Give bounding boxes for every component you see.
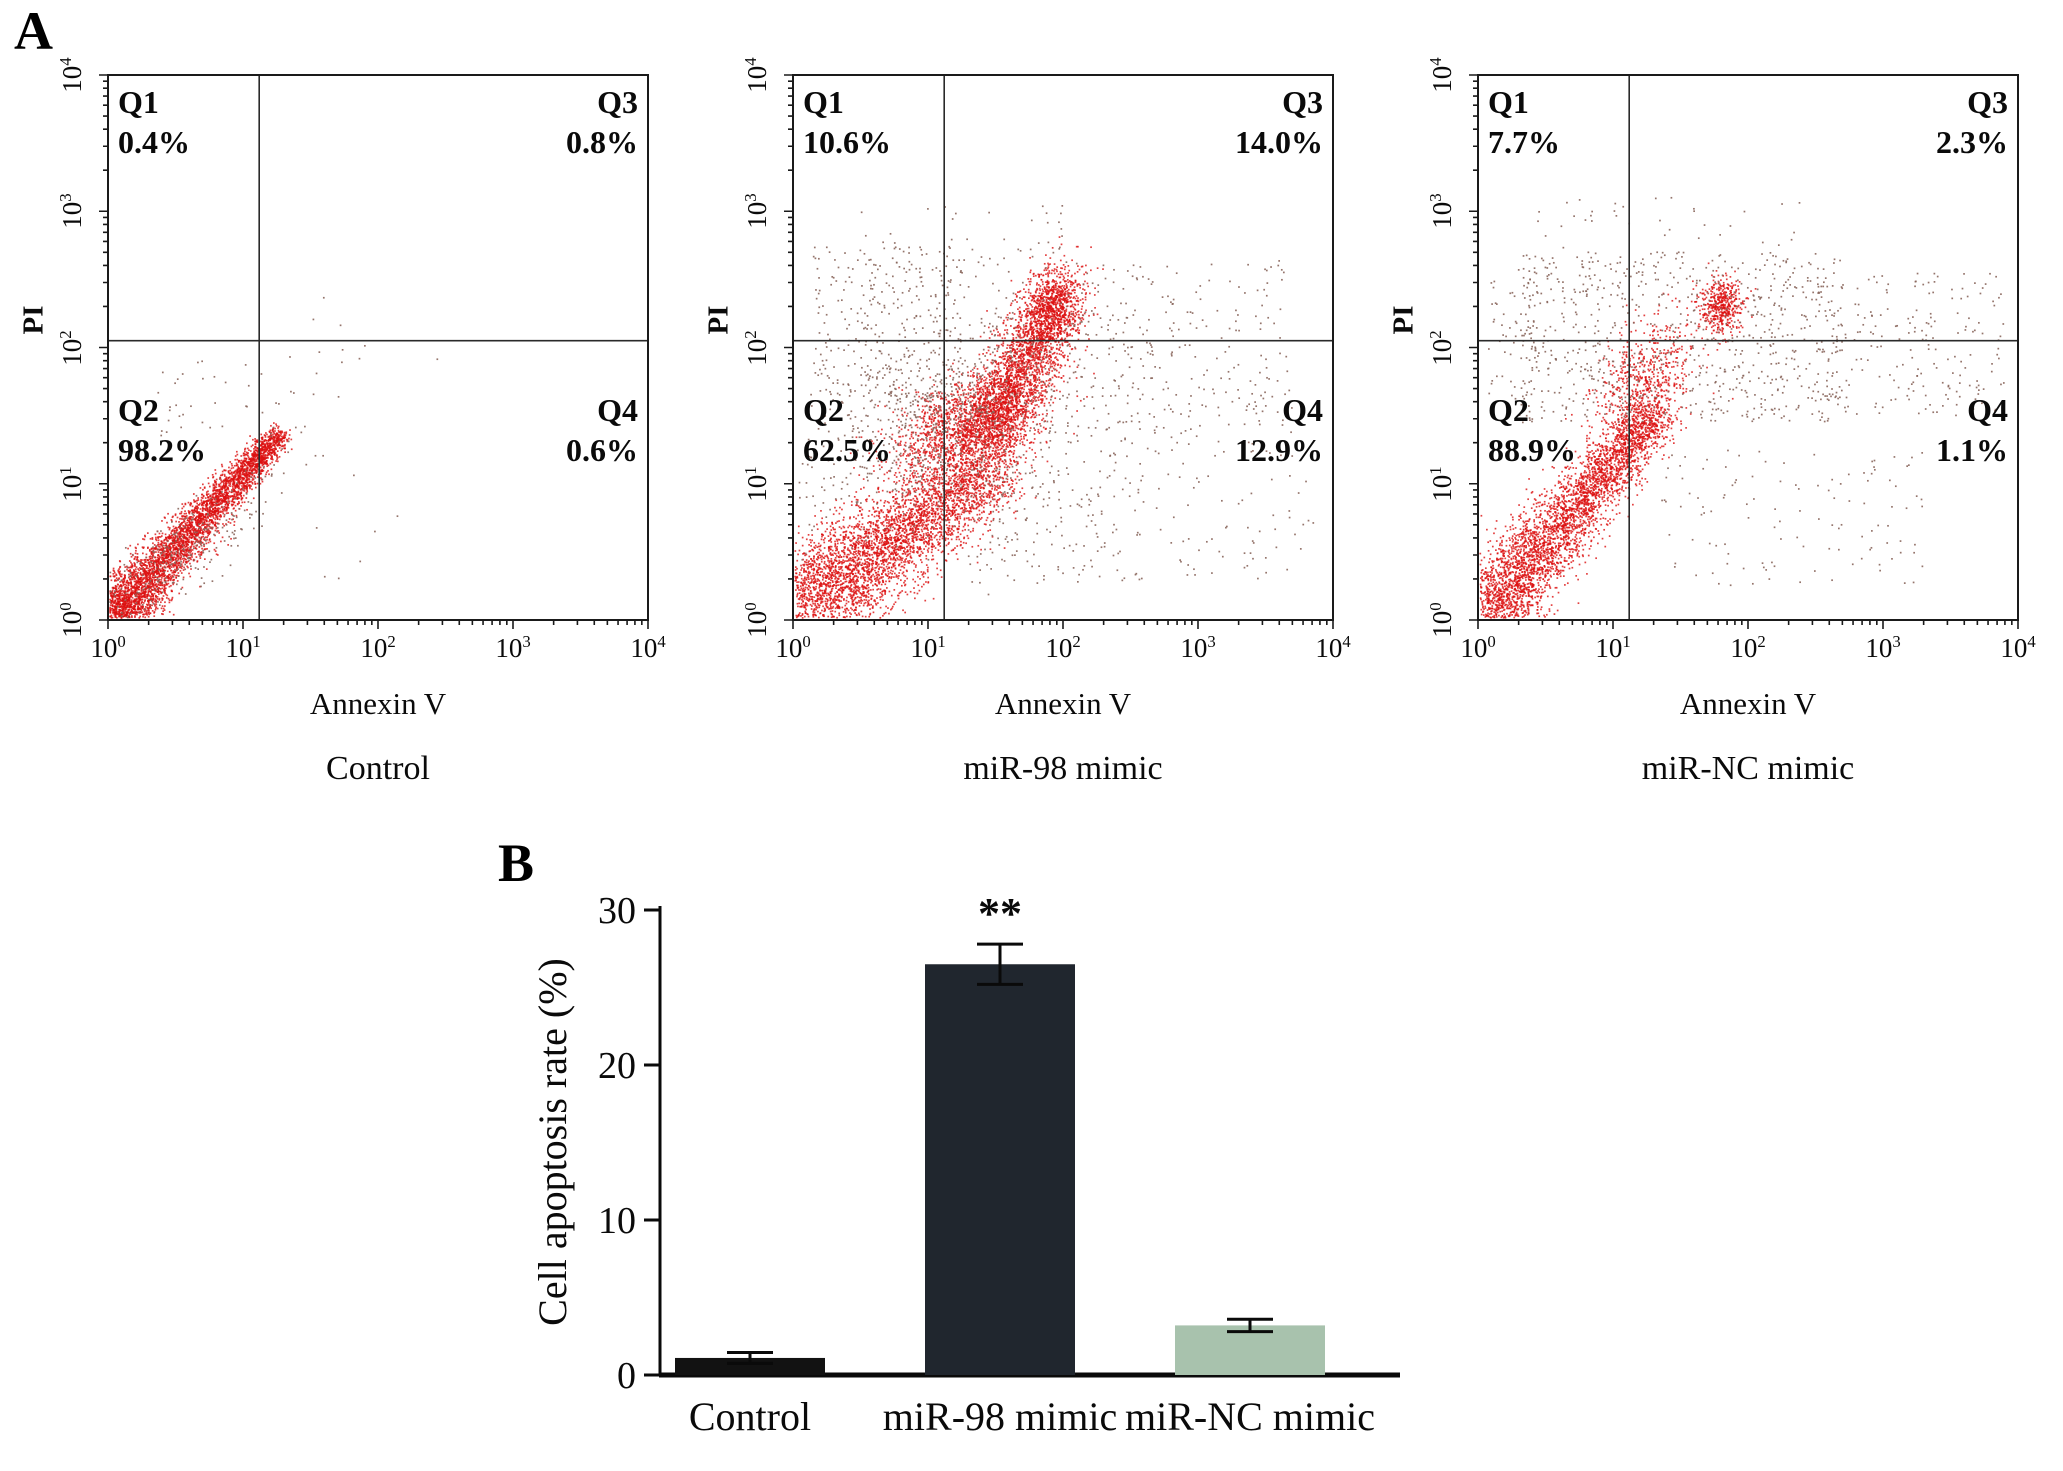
quadrant-q1: Q1 10.6% [803,82,891,162]
y-axis-title: PI [702,305,735,335]
x-tick-label: 103 [1865,632,1901,663]
x-tick-label: 102 [1045,632,1081,663]
y-tick-label: 103 [56,193,87,229]
quadrant-q2: Q2 88.9% [1488,390,1576,470]
x-tick-label: 103 [495,632,531,663]
y-tick-label: 102 [741,329,772,366]
quadrant-q4-value: 0.6% [566,432,638,468]
bar-category-label: miR-NC mimic [1125,1394,1375,1439]
quadrant-q3: Q3 2.3% [1936,82,2008,162]
bar-y-tick-label: 20 [598,1045,636,1087]
x-tick-label: 102 [360,632,396,663]
bar-y-tick-label: 30 [598,890,636,932]
flow-plot-title: miR-NC mimic [1641,750,1855,787]
quadrant-q1-value: 0.4% [118,124,190,160]
y-axis-title: PI [17,305,50,335]
quadrant-q4: Q4 1.1% [1936,390,2008,470]
quadrant-q1-label: Q1 [1488,84,1529,120]
quadrant-q4: Q4 0.6% [566,390,638,470]
flow-plot-title: miR-98 mimic [963,750,1163,787]
quadrant-q1-label: Q1 [803,84,844,120]
quadrant-q3: Q3 0.8% [566,82,638,162]
x-axis-title: Annexin V [994,686,1132,721]
quadrant-q3-value: 14.0% [1235,124,1323,160]
y-tick-label: 100 [1426,602,1457,638]
flow-plot-title: Control [326,750,430,787]
quadrant-q2: Q2 98.2% [118,390,206,470]
flow-scatter-canvas [8,50,668,795]
x-axis-title: Annexin V [1679,686,1817,721]
y-tick-label: 104 [56,57,87,93]
quadrant-q4-value: 12.9% [1235,432,1323,468]
significance-marker: ** [978,889,1022,938]
x-tick-label: 104 [630,632,666,663]
quadrant-q4-value: 1.1% [1936,432,2008,468]
bar-category-label: Control [689,1394,811,1439]
y-tick-label: 104 [1426,57,1457,93]
y-tick-label: 101 [1426,466,1457,502]
x-tick-label: 100 [775,632,811,663]
quadrant-q2-value: 62.5% [803,432,891,468]
flow-plot: Q1 10.6% Q3 14.0% Q2 62.5% Q4 12.9% 100 1… [693,50,1353,795]
quadrant-q2-label: Q2 [1488,392,1529,428]
quadrant-q3-label: Q3 [1282,84,1323,120]
apoptosis-bar-chart: 0 10 20 30 Cell apoptosis rate (%) Control miR… [530,889,1400,1439]
bar-0 [675,1357,825,1375]
x-tick-label: 101 [225,632,261,663]
x-axis-title: Annexin V [309,686,447,721]
x-tick-label: 101 [1595,632,1631,663]
quadrant-q4: Q4 12.9% [1235,390,1323,470]
x-tick-label: 104 [2000,632,2036,663]
x-tick-label: 102 [1730,632,1766,663]
flow-plot: Q1 7.7% Q3 2.3% Q2 88.9% Q4 1.1% 100 101 1… [1378,50,2038,795]
quadrant-q2: Q2 62.5% [803,390,891,470]
quadrant-q2-value: 98.2% [118,432,206,468]
x-tick-label: 100 [1460,632,1496,663]
bar-category-label: miR-98 mimic [883,1394,1117,1439]
quadrant-q3: Q3 14.0% [1235,82,1323,162]
bar-y-tick-label: 10 [598,1200,636,1242]
y-tick-label: 103 [741,193,772,229]
y-tick-label: 101 [56,466,87,502]
y-tick-label: 102 [1426,329,1457,366]
flow-plot: Q1 0.4% Q3 0.8% Q2 98.2% Q4 0.6% 100 101 1… [8,50,668,795]
y-tick-label: 103 [1426,193,1457,229]
bar-y-axis-title: Cell apoptosis rate (%) [530,958,575,1326]
y-tick-label: 101 [741,466,772,502]
quadrant-q1-value: 7.7% [1488,124,1560,160]
quadrant-q3-value: 2.3% [1936,124,2008,160]
panel-b-label: B [498,833,535,893]
quadrant-q1: Q1 0.4% [118,82,190,162]
flow-scatter-canvas [693,50,1353,795]
x-tick-label: 104 [1315,632,1351,663]
x-tick-label: 100 [90,632,126,663]
quadrant-q3-label: Q3 [597,84,638,120]
x-tick-label: 103 [1180,632,1216,663]
quadrant-q4-label: Q4 [1282,392,1323,428]
quadrant-q4-label: Q4 [1967,392,2008,428]
y-tick-label: 102 [56,329,87,366]
flow-scatter-canvas [1378,50,2038,795]
bar-2 [1175,1325,1325,1375]
quadrant-q4-label: Q4 [597,392,638,428]
quadrant-q1: Q1 7.7% [1488,82,1560,162]
y-tick-label: 100 [741,602,772,638]
quadrant-q3-value: 0.8% [566,124,638,160]
quadrant-q2-label: Q2 [118,392,159,428]
quadrant-q2-label: Q2 [803,392,844,428]
y-tick-label: 100 [56,602,87,638]
flow-plots-row: Q1 0.4% Q3 0.8% Q2 98.2% Q4 0.6% 100 101 1… [8,50,2038,795]
quadrant-q3-label: Q3 [1967,84,2008,120]
bar-1 [925,964,1075,1375]
y-axis-title: PI [1387,305,1420,335]
x-tick-label: 101 [910,632,946,663]
quadrant-q1-label: Q1 [118,84,159,120]
quadrant-q1-value: 10.6% [803,124,891,160]
y-tick-label: 104 [741,57,772,93]
bar-y-tick-label: 0 [617,1355,636,1397]
quadrant-q2-value: 88.9% [1488,432,1576,468]
